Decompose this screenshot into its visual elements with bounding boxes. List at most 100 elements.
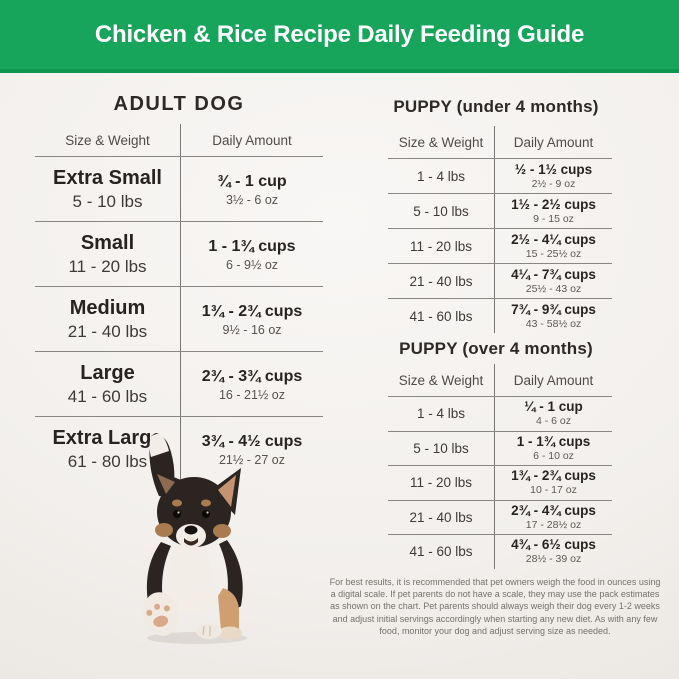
size-label: Large	[80, 361, 135, 384]
oz-range: 16 - 21½ oz	[218, 387, 285, 402]
size-weight-cell: 21 - 40 lbs	[388, 500, 495, 534]
size-weight-cell: Extra Large 61 - 80 lbs	[35, 417, 181, 481]
footer-line: and adjust initial servings accordingly …	[332, 613, 658, 624]
oz-range: 6 - 10 oz	[533, 449, 574, 462]
table-row: 5 - 10 lbs 1 - 1¾ cups 6 - 10 oz	[388, 430, 612, 465]
size-label: Small	[80, 231, 135, 254]
weight-range: 21 - 40 lbs	[409, 273, 473, 289]
weight-range: 21 - 40 lbs	[409, 509, 473, 525]
daily-amount-cell: 4¾ - 6½ cups 28½ - 39 oz	[495, 535, 612, 569]
table-row: Extra Large 61 - 80 lbs 3¾ - 4½ cups 21½…	[35, 416, 323, 481]
size-weight-cell: 11 - 20 lbs	[388, 229, 495, 263]
cups-range: ½ - 1½ cups	[514, 161, 593, 177]
size-weight-cell: 41 - 60 lbs	[388, 535, 495, 569]
table-row: 21 - 40 lbs 2¾ - 4¾ cups 17 - 28½ oz	[388, 499, 612, 534]
column-header-daily-amount: Daily Amount	[212, 132, 292, 148]
oz-range: 3½ - 6 oz	[225, 192, 279, 207]
table-header-row: Size & Weight Daily Amount	[388, 126, 612, 159]
table-row: Small 11 - 20 lbs 1 - 1¾ cups 6 - 9½ oz	[35, 221, 323, 286]
daily-amount-cell: ¾ - 1 cup 3½ - 6 oz	[181, 157, 323, 221]
footer-line: For best results, it is recommended that…	[329, 577, 661, 587]
weight-range: 41 - 60 lbs	[409, 308, 473, 324]
table-row: 11 - 20 lbs 2½ - 4¼ cups 15 - 25½ oz	[388, 228, 612, 263]
size-weight-cell: 1 - 4 lbs	[388, 397, 495, 431]
column-header-size-weight: Size & Weight	[388, 126, 495, 158]
cups-range: 1 - 1¾ cups	[516, 433, 591, 449]
cups-range: ¼ - 1 cup	[524, 399, 583, 415]
daily-amount-cell: 3¾ - 4½ cups 21½ - 27 oz	[181, 417, 323, 481]
oz-range: 4 - 6 oz	[535, 415, 572, 428]
cups-range: 1¾ - 2¾ cups	[511, 468, 596, 484]
oz-range: 28½ - 39 oz	[525, 553, 582, 566]
daily-amount-cell: 2½ - 4¼ cups 15 - 25½ oz	[495, 229, 612, 263]
weight-range: 5 - 10 lbs	[413, 440, 469, 456]
weight-range: 41 - 60 lbs	[409, 544, 473, 560]
size-weight-cell: Extra Small 5 - 10 lbs	[35, 157, 181, 221]
table-row: 1 - 4 lbs ½ - 1½ cups 2½ - 9 oz	[388, 159, 612, 193]
size-weight-cell: 21 - 40 lbs	[388, 264, 495, 298]
daily-amount-cell: 2¾ - 3¾ cups 16 - 21½ oz	[181, 352, 323, 416]
cups-range: 1¾ - 2¾ cups	[201, 302, 303, 320]
oz-range: 25½ - 43 oz	[525, 282, 582, 295]
table-row: 41 - 60 lbs 7¾ - 9¾ cups 43 - 58½ oz	[388, 298, 612, 333]
cups-range: 1 - 1¾ cups	[208, 237, 296, 255]
daily-amount-cell: 4¼ - 7¾ cups 25½ - 43 oz	[495, 264, 612, 298]
size-weight-cell: 41 - 60 lbs	[388, 299, 495, 333]
daily-amount-cell: 1¾ - 2¾ cups 10 - 17 oz	[495, 466, 612, 500]
size-label: Extra Small	[53, 166, 162, 189]
puppy-over-4-months-table: Size & Weight Daily Amount 1 - 4 lbs ¼ -…	[388, 364, 612, 569]
weight-range: 5 - 10 lbs	[72, 191, 143, 211]
column-header-size-weight: Size & Weight	[35, 124, 181, 156]
puppy-under-4-months-table: Size & Weight Daily Amount 1 - 4 lbs ½ -…	[388, 126, 612, 333]
oz-range: 43 - 58½ oz	[525, 317, 582, 330]
daily-amount-cell: 1 - 1¾ cups 6 - 9½ oz	[181, 222, 323, 286]
daily-amount-cell: 1¾ - 2¾ cups 9½ - 16 oz	[181, 287, 323, 351]
puppy-under-4-months-section-title: PUPPY (under 4 months)	[393, 97, 599, 116]
table-row: Large 41 - 60 lbs 2¾ - 3¾ cups 16 - 21½ …	[35, 351, 323, 416]
weight-range: 1 - 4 lbs	[416, 168, 466, 184]
table-row: 41 - 60 lbs 4¾ - 6½ cups 28½ - 39 oz	[388, 534, 612, 569]
weight-range: 11 - 20 lbs	[409, 238, 473, 254]
cups-range: ¾ - 1 cup	[217, 172, 287, 190]
weight-range: 5 - 10 lbs	[413, 203, 469, 219]
footer-note: For best results, it is recommended that…	[317, 576, 673, 637]
size-label: Medium	[69, 296, 146, 319]
size-weight-cell: 1 - 4 lbs	[388, 159, 495, 193]
size-weight-cell: 5 - 10 lbs	[388, 194, 495, 228]
corgi-puppy-photo	[142, 433, 247, 644]
table-row: Medium 21 - 40 lbs 1¾ - 2¾ cups 9½ - 16 …	[35, 286, 323, 351]
oz-range: 9 - 15 oz	[533, 212, 574, 225]
table-header-row: Size & Weight Daily Amount	[35, 124, 323, 157]
table-row: 11 - 20 lbs 1¾ - 2¾ cups 10 - 17 oz	[388, 465, 612, 500]
oz-range: 10 - 17 oz	[530, 484, 577, 497]
cups-range: 4¼ - 7¾ cups	[511, 266, 596, 282]
footer-line: food, monitor your dog and adjust servin…	[379, 625, 611, 636]
cups-range: 7¾ - 9¾ cups	[511, 301, 596, 317]
daily-amount-cell: 7¾ - 9¾ cups 43 - 58½ oz	[495, 299, 612, 333]
daily-amount-cell: 1½ - 2½ cups 9 - 15 oz	[495, 194, 612, 228]
footer-line: a digital scale. If pet parents do not h…	[330, 589, 660, 600]
cups-range: 2¾ - 4¾ cups	[511, 502, 596, 518]
oz-range: 6 - 9½ oz	[225, 257, 279, 272]
column-header-daily-amount: Daily Amount	[513, 372, 594, 388]
oz-range: 15 - 25½ oz	[525, 247, 582, 260]
weight-range: 11 - 20 lbs	[409, 475, 473, 491]
oz-range: 2½ - 9 oz	[531, 177, 576, 190]
oz-range: 17 - 28½ oz	[525, 518, 582, 531]
daily-amount-cell: ¼ - 1 cup 4 - 6 oz	[495, 397, 612, 431]
cups-range: 3¾ - 4½ cups	[201, 432, 303, 450]
column-header-size-weight: Size & Weight	[388, 364, 495, 396]
weight-range: 11 - 20 lbs	[68, 256, 147, 276]
cups-range: 2¾ - 3¾ cups	[201, 367, 303, 385]
weight-range: 21 - 40 lbs	[67, 321, 148, 341]
adult-dog-table: Size & Weight Daily Amount Extra Small 5…	[35, 124, 323, 481]
table-row: 1 - 4 lbs ¼ - 1 cup 4 - 6 oz	[388, 397, 612, 431]
weight-range: 41 - 60 lbs	[67, 386, 148, 406]
column-header-daily-amount: Daily Amount	[513, 134, 594, 150]
size-weight-cell: Medium 21 - 40 lbs	[35, 287, 181, 351]
cups-range: 1½ - 2½ cups	[511, 196, 596, 212]
weight-range: 1 - 4 lbs	[416, 406, 466, 422]
size-label: Extra Large	[52, 426, 163, 449]
size-weight-cell: 5 - 10 lbs	[388, 431, 495, 465]
